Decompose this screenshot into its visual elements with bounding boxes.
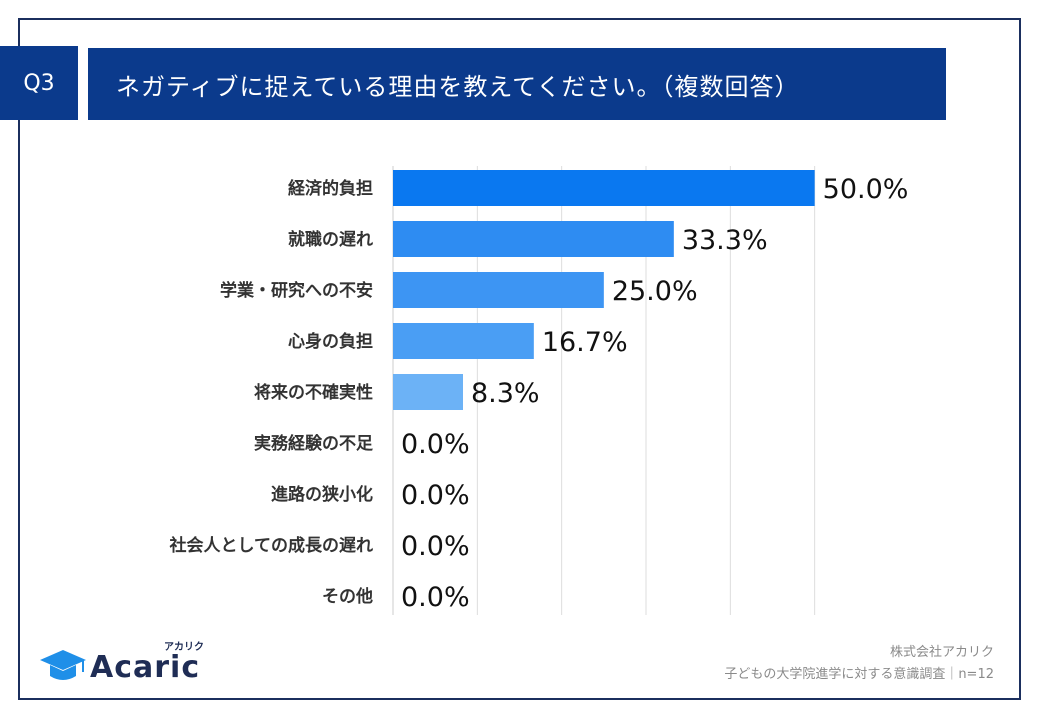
footer-company: 株式会社アカリク xyxy=(889,645,994,660)
category-label: 進路の狭小化 xyxy=(271,484,373,505)
value-label: 33.3% xyxy=(682,225,768,256)
question-badge: Q3 xyxy=(0,46,78,120)
value-label: 8.3% xyxy=(471,378,540,409)
value-label: 50.0% xyxy=(823,174,909,205)
footer: 株式会社アカリク 子どもの大学院進学に対する意識調査｜n=12 xyxy=(724,642,994,686)
label-layer: 経済的負担 50.0% 就職の遅れ 33.3% 学業・研究への不安 25.0% 心身の負担 1… xyxy=(169,174,909,613)
bar-5 xyxy=(393,374,463,410)
bar-4 xyxy=(393,323,534,359)
category-label: 将来の不確実性 xyxy=(254,382,373,403)
figure-frame xyxy=(18,18,1021,700)
question-title: ネガティブに捉えている理由を教えてください。（複数回答） xyxy=(88,48,946,120)
category-label: 実務経験の不足 xyxy=(254,433,373,454)
value-label: 0.0% xyxy=(401,582,470,613)
acaric-logo: アカリク Acaric xyxy=(38,642,228,690)
category-label: 就職の遅れ xyxy=(288,229,373,250)
graduation-cap-icon xyxy=(40,650,86,680)
bar-1 xyxy=(393,170,815,206)
logo-kana: アカリク xyxy=(164,642,204,653)
bar-2 xyxy=(393,221,674,257)
category-label: 心身の負担 xyxy=(288,331,373,352)
category-label: 社会人としての成長の遅れ xyxy=(169,535,374,556)
category-label: 学業・研究への不安 xyxy=(220,280,373,301)
value-label: 0.0% xyxy=(401,429,470,460)
bar-layer xyxy=(393,170,815,410)
value-label: 16.7% xyxy=(542,327,628,358)
category-label: その他 xyxy=(322,586,373,607)
category-label: 経済的負担 xyxy=(288,178,373,199)
footer-survey: 子どもの大学院進学に対する意識調査｜n=12 xyxy=(724,667,994,682)
value-label: 0.0% xyxy=(401,480,470,511)
value-label: 0.0% xyxy=(401,531,470,562)
bar-3 xyxy=(393,272,604,308)
logo-wordmark: Acaric xyxy=(90,650,201,685)
value-label: 25.0% xyxy=(612,276,698,307)
